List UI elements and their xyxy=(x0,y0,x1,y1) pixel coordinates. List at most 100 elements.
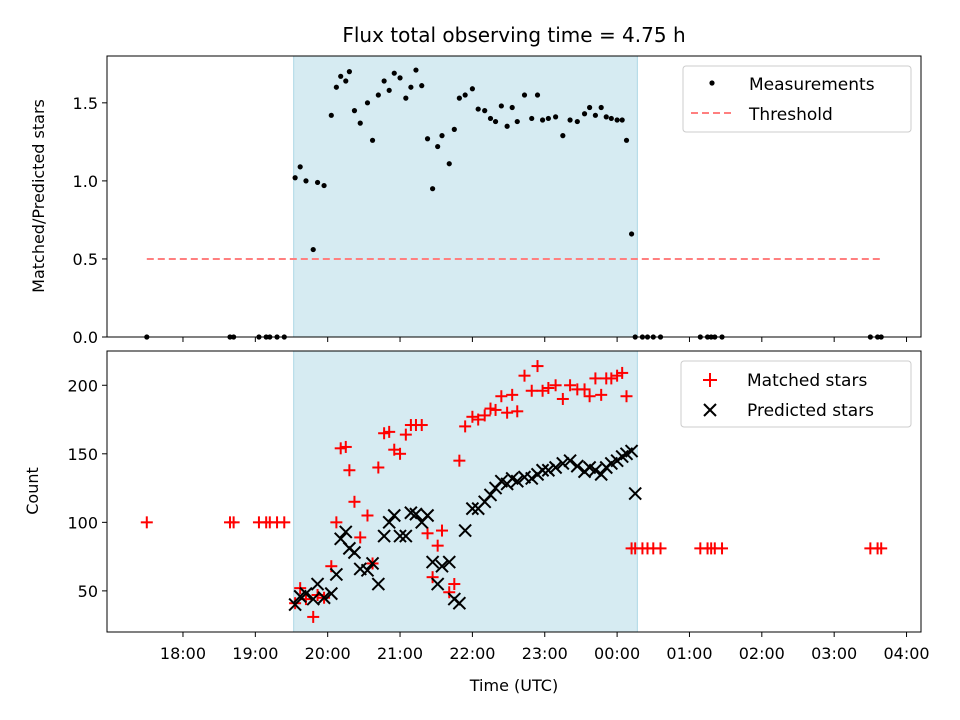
bottom-legend: Matched stars Predicted stars xyxy=(680,360,912,428)
measurement-point xyxy=(381,78,387,84)
measurement-point xyxy=(310,246,316,253)
measurement-point xyxy=(521,92,528,98)
predicted-star-point xyxy=(324,586,339,601)
bottom-legend-box xyxy=(680,360,912,428)
measurement-point xyxy=(534,92,541,98)
matched-star-point xyxy=(378,427,391,440)
predicted-star-point xyxy=(588,463,603,477)
predicted-star-point xyxy=(570,459,585,473)
matched-star-point xyxy=(536,384,549,397)
measurement-point xyxy=(386,87,392,93)
x-tick-label: 02:00 xyxy=(739,644,785,663)
predicted-star-point xyxy=(299,586,313,601)
measurement-point xyxy=(343,78,349,84)
measurement-point xyxy=(475,106,481,112)
x-tick-label: 21:00 xyxy=(377,644,423,663)
matched-star-point xyxy=(583,390,596,403)
predicted-star-point xyxy=(382,515,396,530)
measurement-point xyxy=(391,70,397,76)
predicted-star-point xyxy=(420,508,435,523)
bottom-panel: 50 100 150 200 18:00 19:00 20:00 21:00 22:00 23:0… xyxy=(23,350,930,695)
matched-star-point xyxy=(595,388,608,401)
matched-star-point xyxy=(372,461,385,474)
measurement-point xyxy=(424,136,431,142)
predicted-star-point xyxy=(541,463,556,477)
matched-star-point xyxy=(431,539,444,552)
x-tick-label: 04:00 xyxy=(883,644,929,663)
predicted-star-point xyxy=(556,456,570,471)
legend-marker-measurements xyxy=(709,80,715,86)
matched-star-point xyxy=(343,464,356,477)
measurement-point xyxy=(397,75,403,81)
predicted-star-point xyxy=(377,529,391,543)
measurement-point xyxy=(446,161,452,167)
legend-label-matched-stars: Matched stars xyxy=(747,371,867,391)
x-tick-label: 20:00 xyxy=(305,644,351,663)
measurement-point xyxy=(619,117,625,123)
legend-label-predicted-stars: Predicted stars xyxy=(747,401,874,421)
measurement-point xyxy=(608,115,614,122)
top-y-tick-label: 1.0 xyxy=(73,172,98,191)
x-tick-label: 23:00 xyxy=(522,644,568,663)
matched-star-point xyxy=(466,410,479,423)
measurement-point xyxy=(603,114,609,120)
predicted-star-point xyxy=(435,559,449,573)
measurement-point xyxy=(351,108,358,114)
matched-star-point xyxy=(542,382,555,395)
predicted-star-point xyxy=(329,567,344,582)
predicted-star-point xyxy=(452,596,467,610)
measurement-point xyxy=(369,137,376,143)
x-tick-label: 03:00 xyxy=(811,644,857,663)
matched-star-point xyxy=(605,372,618,385)
chart-title: Flux total observing time = 4.75 h xyxy=(342,23,685,47)
predicted-star-point xyxy=(393,529,407,543)
matched-star-point xyxy=(478,409,491,422)
predicted-star-point xyxy=(628,486,642,501)
measurement-point xyxy=(314,179,321,186)
measurement-point xyxy=(435,143,441,150)
matched-star-point xyxy=(549,379,562,392)
bottom-y-tick-label: 150 xyxy=(67,445,98,464)
measurement-point xyxy=(592,112,599,118)
predicted-star-point xyxy=(288,597,302,612)
matched-star-point xyxy=(227,516,240,529)
top-legend-box xyxy=(682,65,912,133)
x-tick-label: 01:00 xyxy=(666,644,712,663)
matched-star-point xyxy=(564,379,577,392)
x-tick-label: 19:00 xyxy=(232,644,278,663)
predicted-star-point xyxy=(624,444,639,458)
measurement-point xyxy=(509,104,515,111)
measurement-point xyxy=(321,182,327,189)
matched-star-point xyxy=(495,390,508,403)
x-tick-label: 22:00 xyxy=(449,644,495,663)
top-panel-frame xyxy=(106,55,922,338)
matched-star-point xyxy=(448,578,461,591)
measurement-point xyxy=(333,84,339,90)
matched-star-point xyxy=(459,420,472,433)
measurement-point xyxy=(567,117,573,123)
measurement-point xyxy=(574,118,580,125)
measurement-point xyxy=(297,164,303,170)
measurement-point xyxy=(364,100,371,106)
matched-star-point xyxy=(354,531,367,544)
bottom-panel-frame xyxy=(106,350,922,633)
matched-star-point xyxy=(436,524,449,537)
legend-marker-predicted-stars xyxy=(703,403,717,417)
matched-star-point xyxy=(394,447,407,460)
measurement-point xyxy=(292,175,298,181)
matched-star-point xyxy=(426,571,439,584)
predicted-star-point xyxy=(535,463,550,477)
predicted-star-point xyxy=(425,555,440,569)
matched-star-point xyxy=(620,390,633,403)
matched-star-point xyxy=(875,542,888,555)
matched-star-point xyxy=(589,372,602,385)
measurement-point xyxy=(482,108,488,114)
x-tick-label: 00:00 xyxy=(594,644,640,663)
matched-star-point xyxy=(339,440,352,453)
top-panel: 0.0 0.5 1.0 1.5 Matched/Predicted stars Mea… xyxy=(29,55,922,347)
legend-marker-matched-stars xyxy=(703,373,717,387)
predicted-star-point xyxy=(525,471,539,486)
measurement-point xyxy=(623,137,630,143)
measurement-point xyxy=(419,83,425,89)
